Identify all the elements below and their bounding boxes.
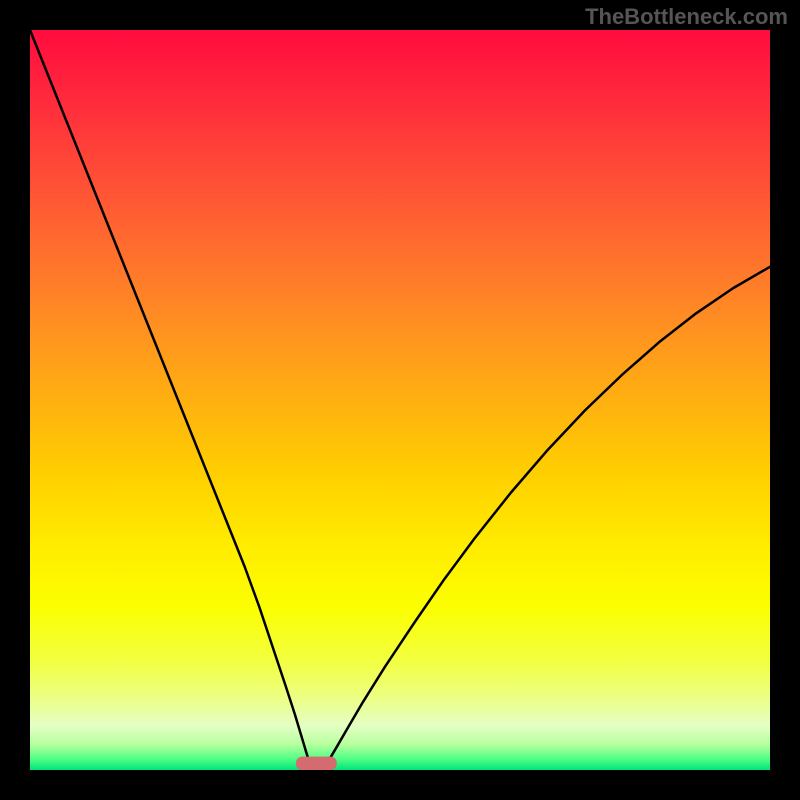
chart-container: TheBottleneck.com [0, 0, 800, 800]
plot-background [30, 30, 770, 770]
watermark-text: TheBottleneck.com [585, 4, 788, 30]
optimal-zone-marker [296, 757, 337, 770]
bottleneck-chart [0, 0, 800, 800]
